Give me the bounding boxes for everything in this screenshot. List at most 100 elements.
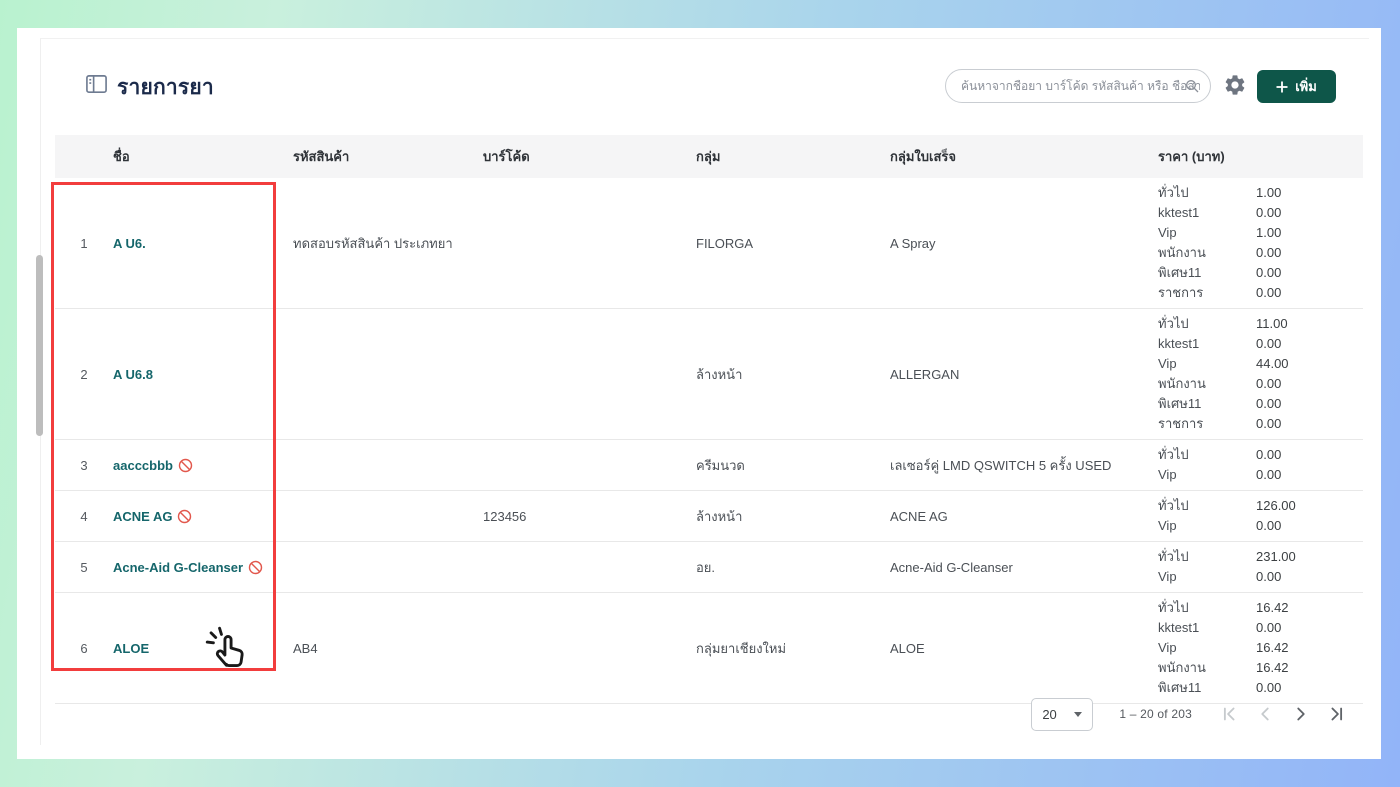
price-line: ราชการ 0.00 xyxy=(1158,414,1363,434)
table-row[interactable]: 5 Acne-Aid G-Cleanser อย. Acne-Aid G-Cleans… xyxy=(55,542,1363,593)
drug-name-text: ALOE xyxy=(113,640,150,656)
drug-name-cell: ALOE xyxy=(113,641,293,656)
page-size-value: 20 xyxy=(1042,706,1057,722)
settings-gear-icon[interactable] xyxy=(1223,73,1247,97)
price-line: Vip 1.00 xyxy=(1158,223,1363,243)
price-value: 16.42 xyxy=(1256,600,1289,615)
group-cell: FILORGA xyxy=(696,235,754,251)
price-line: Vip 0.00 xyxy=(1158,465,1363,485)
price-list: ทั่วไป 11.00 kktest1 0.00 Vip 44.00 พนักงาน 0.0… xyxy=(1158,314,1363,434)
drug-name-link[interactable]: A U6.8 xyxy=(113,367,153,382)
product-code-cell: ทดสอบรหัสสินค้า ประเภทยา xyxy=(293,235,453,251)
table-row[interactable]: 6 ALOE AB4 กลุ่มยาเชียงใหม่ ALOE ทั่วไป 16.42 k… xyxy=(55,593,1363,704)
title-bar: รายการยา เพิ่ม xyxy=(17,28,1381,128)
vertical-scrollbar-thumb[interactable] xyxy=(36,255,43,436)
table-row[interactable]: 4 ACNE AG 123456 ล้างหน้า ACNE AG ทั่วไป 126.0… xyxy=(55,491,1363,542)
group-cell: ล้างหน้า xyxy=(696,508,743,524)
first-page-icon[interactable] xyxy=(1218,703,1240,725)
plus-icon xyxy=(1276,81,1288,92)
row-index: 2 xyxy=(80,366,88,382)
price-type-label: ทั่วไป xyxy=(1158,185,1189,200)
drug-name-cell: A U6.8 xyxy=(113,367,293,382)
row-index: 1 xyxy=(80,235,88,251)
pagination-bar: 20 1 – 20 of 203 xyxy=(1031,696,1348,732)
price-line: พิเศษ11 0.00 xyxy=(1158,678,1363,698)
price-type-label: ทั่วไป xyxy=(1158,316,1189,331)
price-line: พนักงาน 0.00 xyxy=(1158,374,1363,394)
price-type-label: ทั่วไป xyxy=(1158,498,1189,513)
row-index: 4 xyxy=(80,508,88,524)
search-box[interactable] xyxy=(945,69,1211,103)
receipt-group-cell: ALLERGAN xyxy=(890,366,960,382)
receipt-group-cell: เลเซอร์คู่ LMD QSWITCH 5 ครั้ง USED xyxy=(890,457,1112,473)
price-line: Vip 0.00 xyxy=(1158,516,1363,536)
price-type-label: พิเศษ11 xyxy=(1158,265,1202,280)
price-value: 0.00 xyxy=(1256,569,1282,584)
table-row[interactable]: 3 aacccbbb ครีมนวด เลเซอร์คู่ LMD QSWITCH 5… xyxy=(55,440,1363,491)
price-type-label: ทั่วไป xyxy=(1158,600,1189,615)
restricted-icon xyxy=(248,560,263,575)
page-size-select[interactable]: 20 xyxy=(1031,697,1094,731)
price-value: 0.00 xyxy=(1256,467,1282,482)
receipt-group-cell: ACNE AG xyxy=(890,508,948,524)
barcode-cell: 123456 xyxy=(483,508,527,524)
price-line: พิเศษ11 0.00 xyxy=(1158,263,1363,283)
price-line: ทั่วไป 231.00 xyxy=(1158,547,1363,567)
price-value: 0.00 xyxy=(1256,265,1282,280)
drug-name-cell: Acne-Aid G-Cleanser xyxy=(113,560,293,575)
next-page-icon[interactable] xyxy=(1290,703,1312,725)
price-value: 0.00 xyxy=(1256,680,1282,695)
drug-name-link[interactable]: ACNE AG xyxy=(113,509,192,524)
row-index: 6 xyxy=(80,640,88,656)
price-line: Vip 16.42 xyxy=(1158,638,1363,658)
price-type-label: Vip xyxy=(1158,640,1177,655)
price-type-label: Vip xyxy=(1158,518,1177,533)
drug-name-cell: aacccbbb xyxy=(113,458,293,473)
price-type-label: พิเศษ11 xyxy=(1158,680,1202,695)
price-type-label: พนักงาน xyxy=(1158,660,1206,675)
restricted-icon xyxy=(177,509,192,524)
price-value: 1.00 xyxy=(1256,225,1282,240)
drug-name-text: A U6.8 xyxy=(113,366,153,382)
price-line: Vip 44.00 xyxy=(1158,354,1363,374)
price-type-label: Vip xyxy=(1158,225,1177,240)
group-cell: ล้างหน้า xyxy=(696,366,743,382)
price-value: 0.00 xyxy=(1256,518,1282,533)
chevron-down-icon xyxy=(1074,711,1083,717)
price-line: ทั่วไป 11.00 xyxy=(1158,314,1363,334)
search-input[interactable] xyxy=(961,79,1200,93)
column-header-name: ชื่อ xyxy=(113,149,130,164)
drug-name-cell: A U6. xyxy=(113,236,293,251)
price-line: kktest1 0.00 xyxy=(1158,203,1363,223)
price-type-label: kktest1 xyxy=(1158,205,1200,220)
group-cell: กลุ่มยาเชียงใหม่ xyxy=(696,640,787,656)
price-type-label: ราชการ xyxy=(1158,285,1204,300)
price-type-label: พิเศษ11 xyxy=(1158,396,1202,411)
drug-name-text: A U6. xyxy=(113,235,146,251)
group-cell: อย. xyxy=(696,559,716,575)
price-type-label: kktest1 xyxy=(1158,336,1200,351)
price-list: ทั่วไป 16.42 kktest1 0.00 Vip 16.42 พนักงาน 16.… xyxy=(1158,598,1363,698)
price-line: พิเศษ11 0.00 xyxy=(1158,394,1363,414)
last-page-icon[interactable] xyxy=(1326,703,1348,725)
table-row[interactable]: 1 A U6. ทดสอบรหัสสินค้า ประเภทยา FILORGA A S… xyxy=(55,178,1363,309)
price-type-label: ทั่วไป xyxy=(1158,447,1189,462)
price-line: พนักงาน 0.00 xyxy=(1158,243,1363,263)
pagination-range-label: 1 – 20 of 203 xyxy=(1119,707,1192,721)
page-title: รายการยา xyxy=(117,76,214,99)
drug-name-link[interactable]: Acne-Aid G-Cleanser xyxy=(113,560,263,575)
price-list: ทั่วไป 231.00 Vip 0.00 xyxy=(1158,547,1363,587)
list-panel-icon xyxy=(85,73,108,96)
price-value: 0.00 xyxy=(1256,245,1282,260)
group-cell: ครีมนวด xyxy=(696,457,745,473)
price-line: ทั่วไป 1.00 xyxy=(1158,183,1363,203)
drug-name-link[interactable]: aacccbbb xyxy=(113,458,193,473)
previous-page-icon[interactable] xyxy=(1254,703,1276,725)
drug-name-link[interactable]: ALOE xyxy=(113,641,149,656)
price-value: 0.00 xyxy=(1256,396,1282,411)
table-row[interactable]: 2 A U6.8 ล้างหน้า ALLERGAN ทั่วไป 11.00 kktest… xyxy=(55,309,1363,440)
add-button[interactable]: เพิ่ม xyxy=(1257,70,1336,103)
search-icon xyxy=(1184,78,1200,94)
price-value: 231.00 xyxy=(1256,549,1296,564)
drug-name-link[interactable]: A U6. xyxy=(113,236,146,251)
